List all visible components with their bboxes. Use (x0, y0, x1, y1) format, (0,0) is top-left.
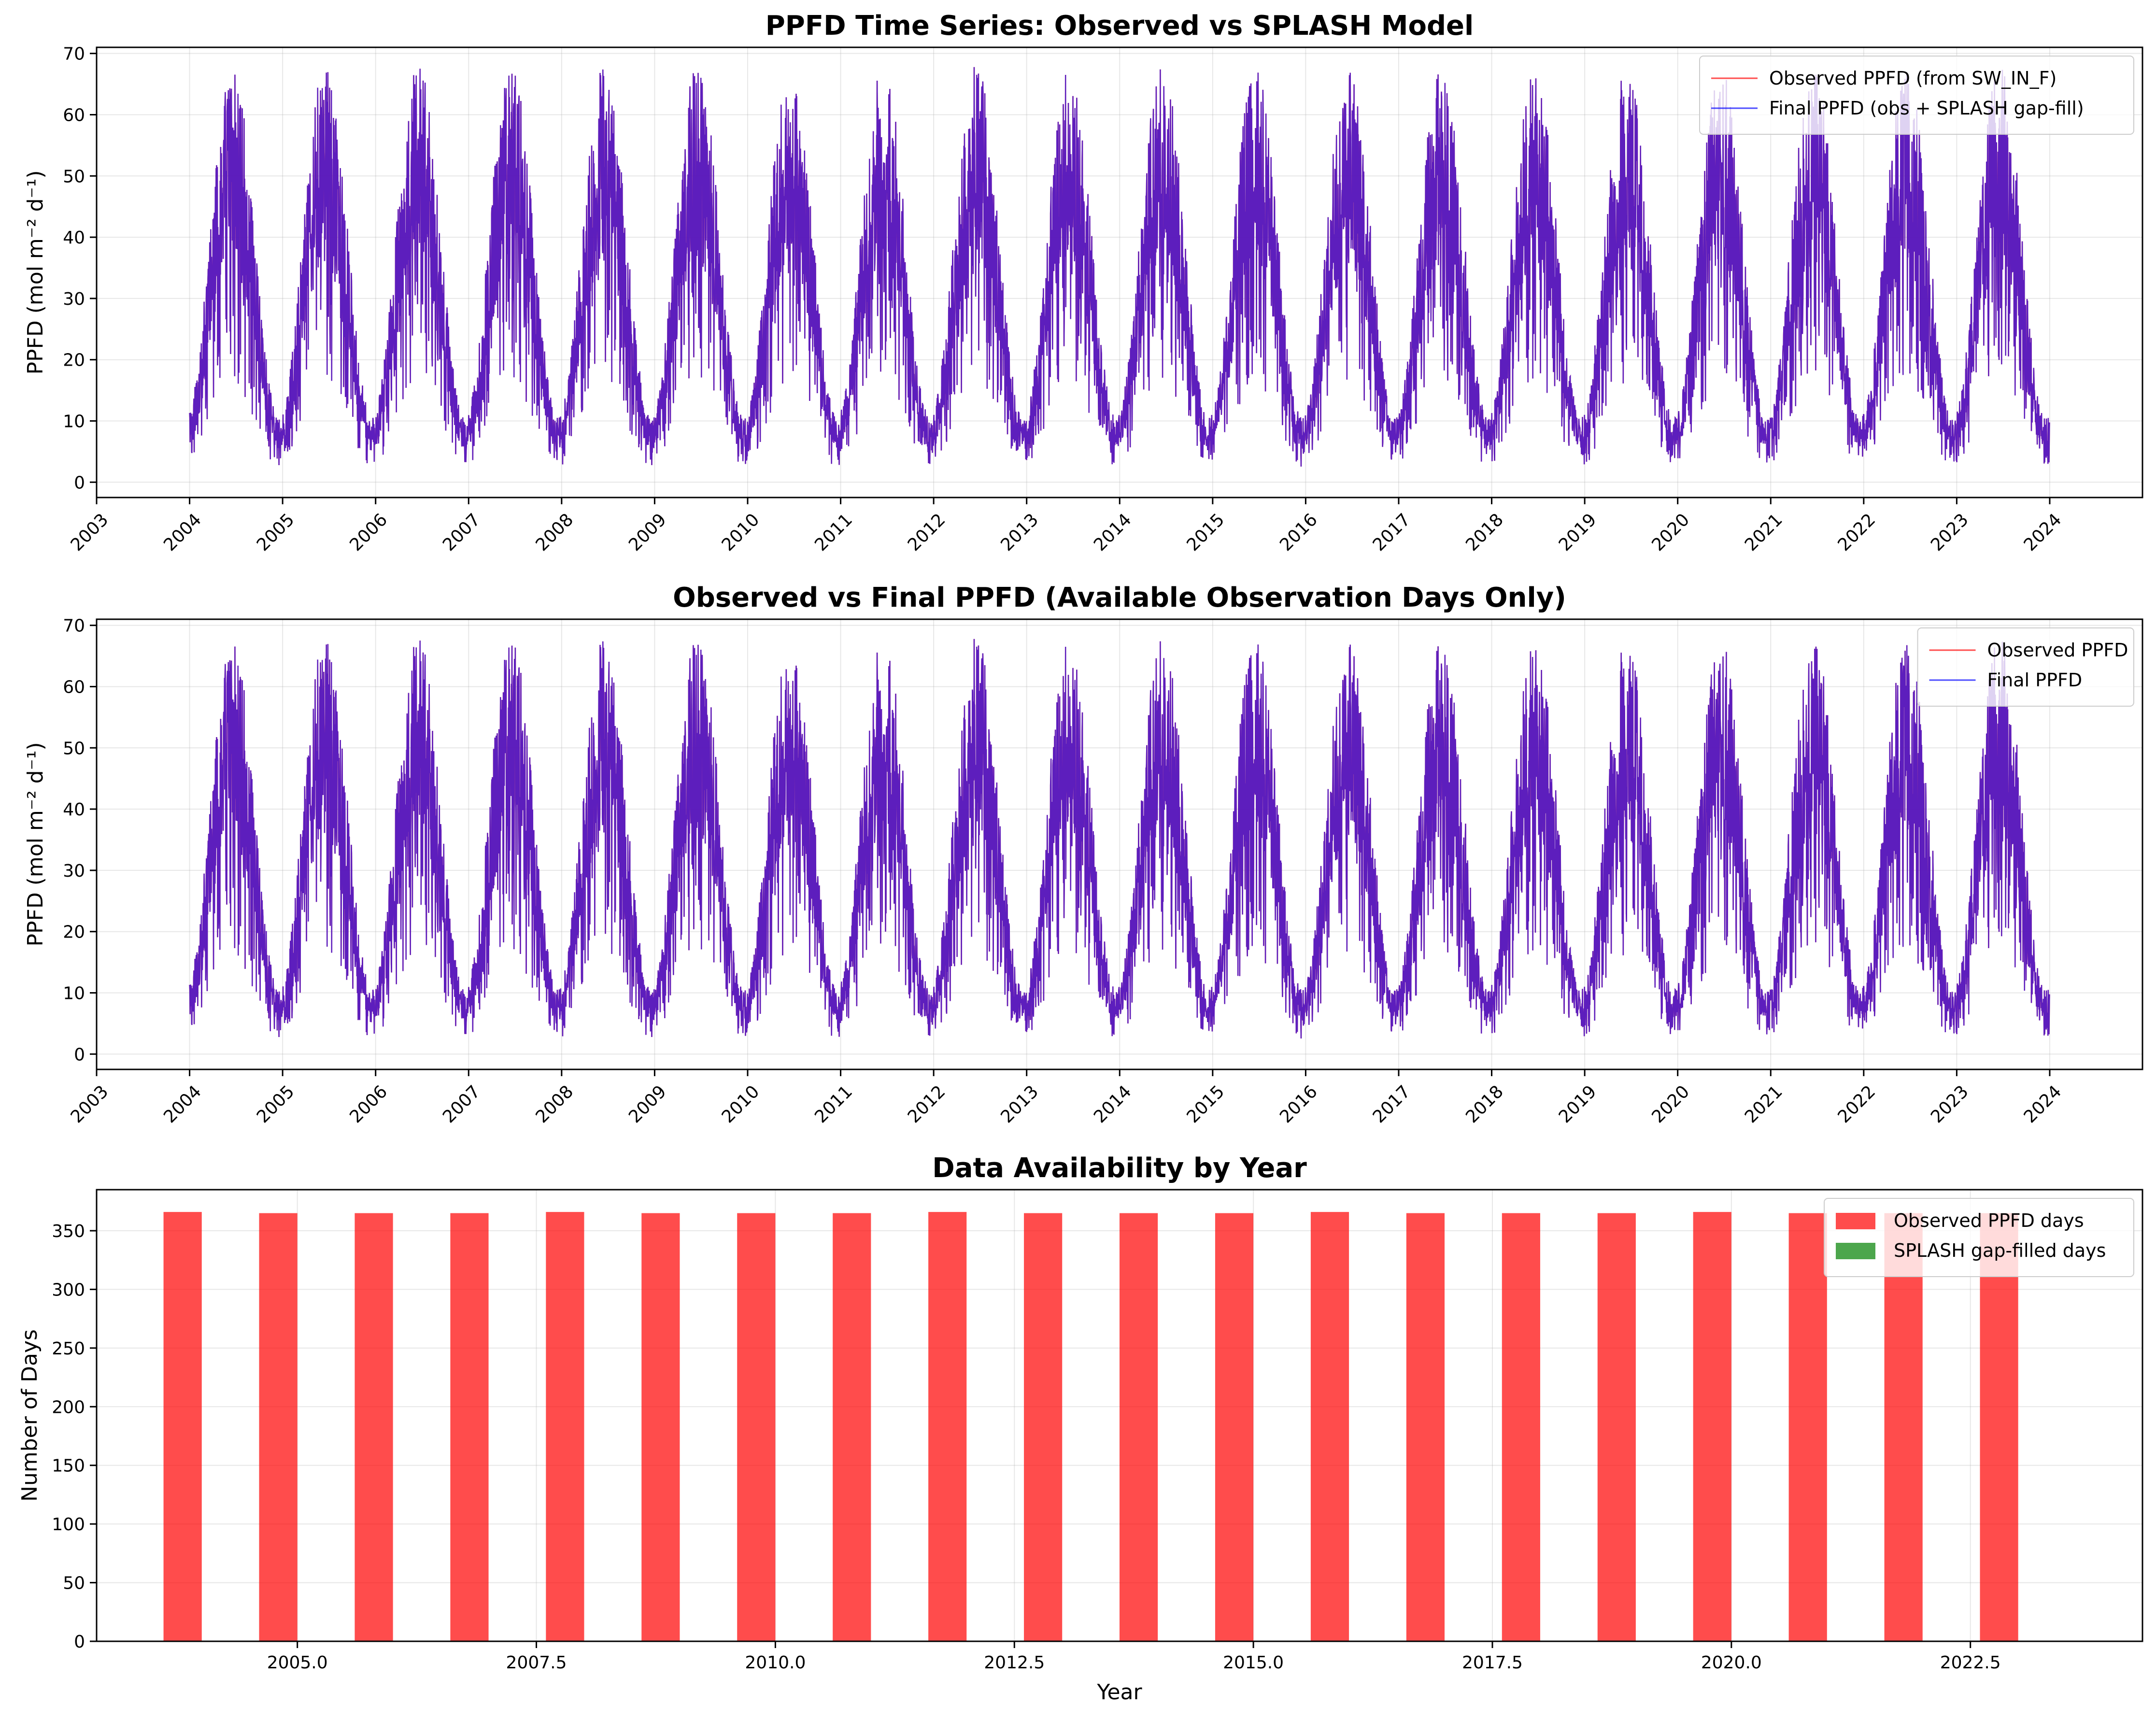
legend-swatch (1836, 1213, 1875, 1229)
observed-days-bar (737, 1213, 776, 1641)
observed-days-bar (450, 1213, 489, 1641)
observed-days-bar (546, 1212, 584, 1641)
y-tick-label: 0 (74, 473, 85, 493)
y-tick-label: 0 (74, 1045, 85, 1065)
x-tick-label: 2015.0 (1223, 1653, 1284, 1673)
y-tick-label: 100 (52, 1515, 85, 1535)
y-tick-label: 40 (63, 800, 85, 820)
y-tick-label: 50 (63, 739, 85, 758)
legend-label: Observed PPFD days (1894, 1210, 2084, 1231)
legend: Observed PPFD Final PPFD (1917, 627, 2134, 707)
x-tick-label: 2010.0 (745, 1653, 806, 1673)
observed-days-bar (1980, 1213, 2018, 1641)
observed-days-bar (1884, 1213, 1923, 1641)
x-tick-label: 2020.0 (1701, 1653, 1762, 1673)
y-tick-label: 20 (63, 351, 85, 370)
chart-title: Observed vs Final PPFD (Available Observ… (673, 582, 1566, 613)
x-tick-label: 2017.5 (1462, 1653, 1523, 1673)
legend-label: Final PPFD (1987, 669, 2083, 691)
y-tick-label: 200 (52, 1397, 85, 1417)
observed-days-bar (1693, 1212, 1731, 1641)
y-tick-label: 10 (63, 412, 85, 431)
chart-title: Data Availability by Year (932, 1152, 1307, 1184)
y-tick-label: 20 (63, 923, 85, 942)
data-availability-panel: 2005.0 2007.5 2010.0 2012.5 2015.0 2017.5 2020… (17, 1152, 2143, 1705)
y-tick-label: 300 (52, 1280, 85, 1300)
y-tick-label: 350 (52, 1222, 85, 1241)
x-axis-label: Year (1096, 1680, 1142, 1705)
observed-days-bar (1597, 1213, 1636, 1641)
y-tick-label: 30 (63, 289, 85, 309)
final-series-line (189, 67, 2050, 467)
observed-days-bar (1502, 1213, 1540, 1641)
observed-days-bar (259, 1213, 298, 1641)
legend: Observed PPFD days SPLASH gap-filled days (1824, 1198, 2134, 1277)
chart-title: PPFD Time Series: Observed vs SPLASH Mod… (766, 10, 1474, 42)
observed-days-bar (1310, 1212, 1349, 1641)
legend-swatch (1836, 1243, 1875, 1259)
legend-label: Observed PPFD (from SW_IN_F) (1769, 68, 2057, 89)
x-tick-label: 2012.5 (984, 1653, 1045, 1673)
y-tick-label: 70 (63, 44, 85, 64)
legend-box (1699, 56, 2134, 135)
observed-days-bar (1215, 1213, 1254, 1641)
y-axis-label: PPFD (mol m⁻² d⁻¹) (23, 742, 48, 946)
observed-days-bar (163, 1212, 202, 1641)
y-tick-label: 60 (63, 677, 85, 697)
y-tick-label: 150 (52, 1456, 85, 1476)
y-tick-label: 30 (63, 861, 85, 881)
y-tick-label: 250 (52, 1339, 85, 1359)
y-tick-label: 50 (63, 167, 85, 186)
final-series-line (189, 639, 2050, 1039)
x-tick-label: 2005.0 (267, 1653, 328, 1673)
y-tick-label: 10 (63, 983, 85, 1003)
x-tick-label: 2007.5 (506, 1653, 567, 1673)
y-tick-label: 50 (63, 1574, 85, 1593)
observed-days-bar (1406, 1213, 1445, 1641)
observed-days-bar (355, 1213, 393, 1641)
plot-frame (96, 1189, 2143, 1642)
observed-days-bar (928, 1212, 967, 1641)
y-axis-label: PPFD (mol m⁻² d⁻¹) (23, 170, 48, 374)
legend-box (1917, 627, 2134, 707)
observed-days-bar (1120, 1213, 1158, 1641)
observed-days-bar (1788, 1213, 1827, 1641)
y-axis-label: Number of Days (17, 1329, 42, 1502)
legend: Observed PPFD (from SW_IN_F) Final PPFD (… (1699, 56, 2134, 135)
observed-days-bar (833, 1213, 871, 1641)
observed-days-bar (1024, 1213, 1063, 1641)
legend-box (1824, 1198, 2134, 1277)
y-tick-label: 0 (74, 1632, 85, 1652)
y-tick-label: 60 (63, 105, 85, 125)
observed-days-bar (641, 1213, 680, 1641)
x-tick-label: 2022.5 (1940, 1653, 2001, 1673)
legend-label: Observed PPFD (1987, 640, 2128, 661)
y-tick-label: 70 (63, 616, 85, 636)
y-tick-label: 40 (63, 228, 85, 248)
legend-label: SPLASH gap-filled days (1894, 1240, 2106, 1261)
legend-label: Final PPFD (obs + SPLASH gap-fill) (1769, 98, 2084, 119)
